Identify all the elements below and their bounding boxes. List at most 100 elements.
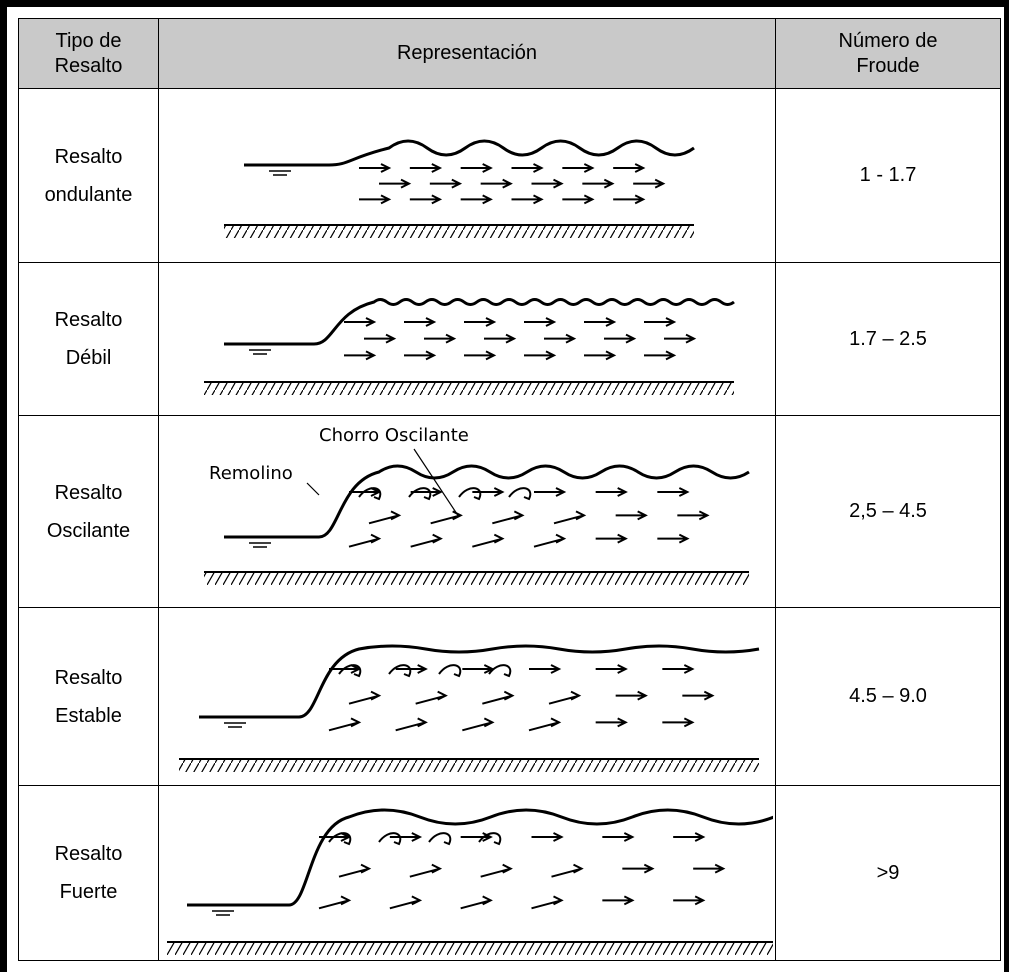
froude-text: 4.5 – 9.0 (849, 685, 927, 707)
flow-arrow (461, 195, 491, 203)
flow-arrow (404, 318, 434, 326)
header-cell: Representación (159, 19, 776, 89)
flow-arrow (410, 164, 440, 172)
header-text: Número de (776, 29, 1000, 54)
flow-arrow (410, 195, 440, 203)
type-cell: ResaltoDébil (19, 263, 159, 416)
eddy (489, 665, 510, 676)
flow-arrow (657, 534, 687, 542)
flow-arrow (682, 691, 712, 699)
representation-cell (159, 608, 776, 786)
flow-arrow (404, 351, 434, 359)
flow-arrow (461, 896, 491, 908)
flow-arrow (349, 534, 379, 546)
flow-arrow (482, 691, 512, 703)
annotation-leader (414, 449, 459, 517)
froude-cell: >9 (776, 786, 1001, 961)
table-row: ResaltoFuerte >9 (19, 786, 1001, 961)
flow-arrow (602, 896, 632, 904)
flow-arrow (644, 318, 674, 326)
eddy (389, 665, 410, 676)
header-text: Froude (776, 54, 1000, 79)
flow-arrow (364, 334, 394, 342)
table-row: ResaltoOscilanteChorro OscilanteRemolino… (19, 416, 1001, 608)
eddy (409, 488, 430, 499)
representation-cell (159, 786, 776, 961)
froude-text: 2,5 – 4.5 (849, 500, 927, 522)
flow-arrow (549, 691, 579, 703)
header-text: Tipo de (19, 29, 158, 54)
flow-arrow (329, 718, 359, 730)
flow-arrow (554, 511, 584, 523)
flow-arrow (582, 179, 612, 187)
flow-arrow (657, 488, 687, 496)
water-surface (199, 646, 759, 717)
type-text: Resalto (19, 835, 158, 873)
water-surface (224, 466, 749, 537)
flow-arrow (532, 179, 562, 187)
jump-sketch (159, 264, 773, 415)
flow-arrow (472, 534, 502, 546)
eddy (429, 833, 450, 844)
type-text: ondulante (19, 176, 158, 214)
flow-arrow (481, 864, 511, 876)
froude-cell: 4.5 – 9.0 (776, 608, 1001, 786)
flow-arrow (484, 334, 514, 342)
flow-arrow (562, 195, 592, 203)
flow-arrow (584, 318, 614, 326)
type-text: Resalto (19, 138, 158, 176)
flow-arrow (344, 318, 374, 326)
froude-cell: 2,5 – 4.5 (776, 416, 1001, 608)
water-level-mark (249, 543, 271, 547)
flow-arrow (359, 195, 389, 203)
flow-arrow (562, 164, 592, 172)
flow-arrow (512, 195, 542, 203)
bed-hatch (204, 572, 749, 585)
header-text: Representación (397, 42, 537, 64)
bed-hatch (224, 225, 694, 238)
flow-arrow (319, 896, 349, 908)
water-surface (187, 810, 773, 905)
jump-sketch (159, 90, 773, 262)
froude-text: >9 (877, 862, 900, 884)
flow-arrow (544, 334, 574, 342)
flow-arrow (673, 833, 703, 841)
froude-text: 1.7 – 2.5 (849, 328, 927, 350)
representation-cell (159, 89, 776, 263)
flow-arrow (524, 318, 554, 326)
flow-arrow (596, 534, 626, 542)
type-text: Oscilante (19, 512, 158, 550)
type-text: Fuerte (19, 873, 158, 911)
flow-arrow (584, 351, 614, 359)
flow-arrow (532, 833, 562, 841)
flow-arrow (339, 864, 369, 876)
flow-arrow (492, 511, 522, 523)
flow-arrow (349, 691, 379, 703)
flow-arrow (529, 665, 559, 673)
flow-arrow (532, 896, 562, 908)
flow-arrow (616, 691, 646, 699)
flow-arrow (622, 864, 652, 872)
flow-arrow (424, 334, 454, 342)
flow-arrow (602, 833, 632, 841)
flow-arrow (596, 665, 626, 673)
jump-sketch (159, 609, 773, 785)
flow-arrow (662, 718, 692, 726)
eddy (509, 488, 530, 499)
flow-arrow (464, 318, 494, 326)
type-text: Débil (19, 339, 158, 377)
flow-arrow (462, 665, 492, 673)
flow-arrow (396, 718, 426, 730)
bed-hatch (204, 382, 734, 395)
flow-arrow (534, 488, 564, 496)
flow-arrow (596, 488, 626, 496)
bed-hatch (179, 759, 759, 772)
water-surface (244, 141, 694, 165)
flow-arrow (390, 896, 420, 908)
